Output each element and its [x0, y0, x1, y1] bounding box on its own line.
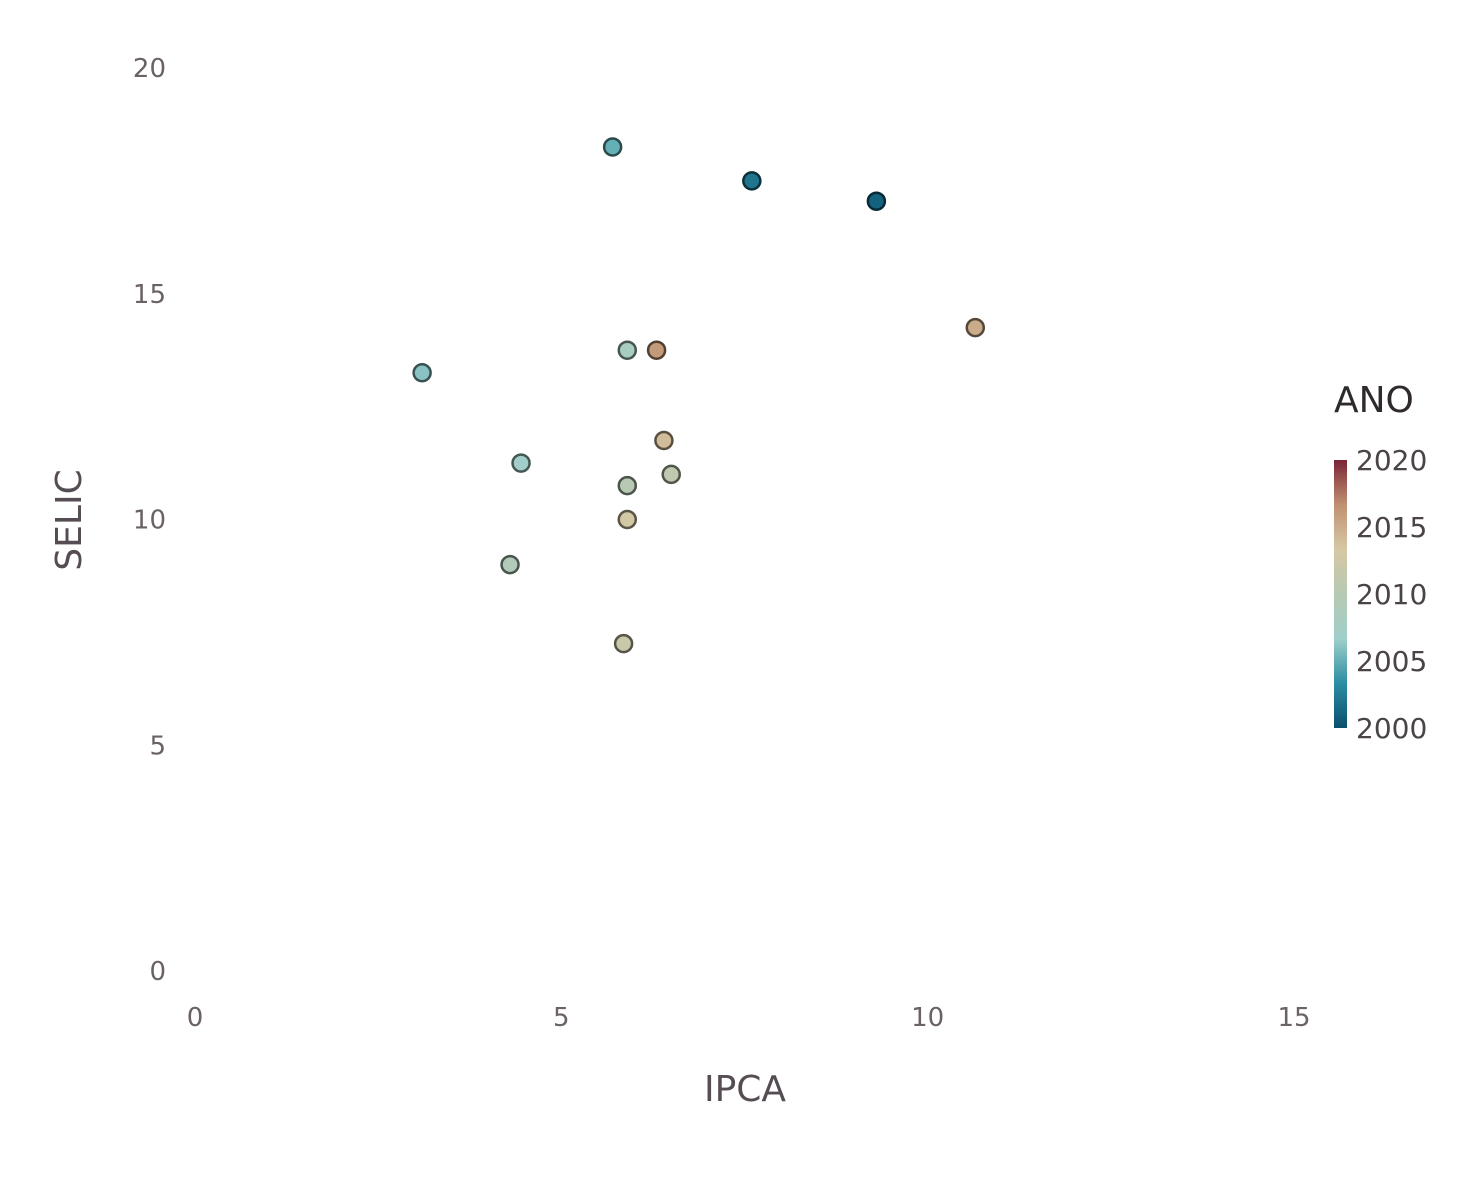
y-tick-label: 15 — [133, 280, 166, 310]
data-point — [602, 137, 623, 157]
data-point — [613, 633, 634, 654]
x-tick-label: 10 — [911, 1003, 944, 1033]
data-point — [646, 340, 667, 360]
y-axis-ticks: 0 5 10 15 20 — [133, 54, 166, 987]
data-point — [965, 317, 986, 338]
data-point — [412, 363, 432, 383]
legend-tick-label: 2020 — [1356, 444, 1427, 477]
data-point — [617, 475, 638, 496]
y-tick-label: 5 — [149, 731, 166, 761]
legend-tick-label: 2005 — [1356, 645, 1427, 678]
y-axis-title: SELIC — [49, 469, 90, 570]
x-axis-ticks: 0 5 10 15 — [187, 1003, 1311, 1033]
data-point — [617, 509, 638, 530]
y-tick-label: 10 — [133, 506, 166, 536]
x-tick-label: 15 — [1277, 1003, 1310, 1033]
x-tick-label: 0 — [187, 1003, 204, 1033]
legend-tick-label: 2000 — [1356, 712, 1427, 745]
data-point — [617, 340, 638, 360]
legend-tick-label: 2010 — [1356, 578, 1427, 611]
data-point — [511, 453, 531, 473]
y-tick-label: 0 — [149, 957, 166, 987]
data-point — [500, 554, 520, 575]
x-tick-label: 5 — [553, 1003, 570, 1033]
colorbar — [1334, 460, 1347, 728]
data-point — [654, 430, 674, 451]
data-points — [412, 137, 986, 654]
data-point — [661, 464, 681, 485]
x-axis-title: IPCA — [704, 1069, 786, 1110]
legend-tick-label: 2015 — [1356, 511, 1427, 544]
data-point — [742, 171, 762, 191]
legend: ANO 2000 2005 2010 2015 2020 — [1334, 380, 1427, 745]
data-point — [866, 191, 887, 211]
legend-ticks: 2000 2005 2010 2015 2020 — [1356, 444, 1427, 745]
legend-title: ANO — [1334, 380, 1414, 421]
y-tick-label: 20 — [133, 54, 166, 84]
